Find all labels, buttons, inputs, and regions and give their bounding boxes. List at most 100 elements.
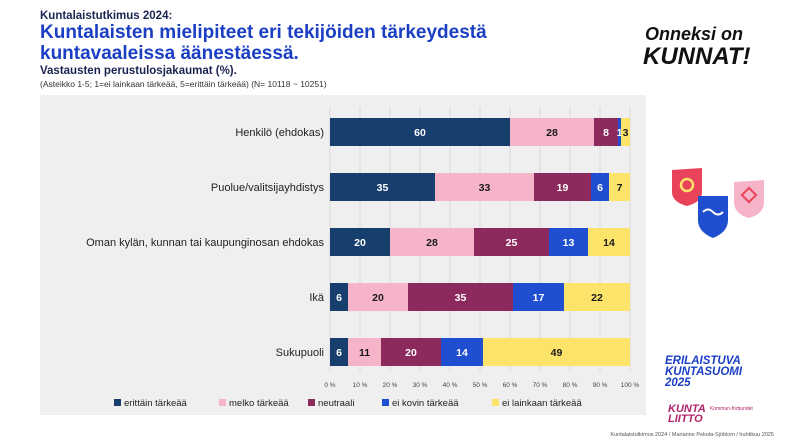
coat-of-arms-icons xyxy=(672,168,764,238)
kuntaliitto-line1: KUNTA xyxy=(668,403,706,415)
erilaistuva-line1: ERILAISTUVA xyxy=(665,355,741,367)
wave-emblem-icon xyxy=(702,208,724,216)
data-label: 35 xyxy=(455,292,467,304)
data-label: 1 xyxy=(617,127,623,139)
bar-segment xyxy=(330,173,435,201)
data-label: 28 xyxy=(546,127,558,139)
erilaistuva-kuntasuomi-logo: ERILAISTUVA KUNTASUOMI 2025 xyxy=(665,355,785,389)
x-tick-label: 40 % xyxy=(443,382,458,389)
diamond-emblem-icon xyxy=(740,186,758,204)
x-tick-label: 30 % xyxy=(413,382,428,389)
x-tick-label: 0 % xyxy=(324,382,335,389)
page-title: Kuntalaisten mielipiteet eri tekijöiden … xyxy=(40,22,487,64)
x-tick-label: 60 % xyxy=(503,382,518,389)
kommunforbundet-text: Kommun-förbundet xyxy=(710,406,753,412)
data-label: 49 xyxy=(551,347,563,359)
category-label: Henkilö (ehdokas) xyxy=(235,127,324,139)
bar-segment xyxy=(549,228,588,256)
legend-swatch xyxy=(308,399,315,406)
data-label: 28 xyxy=(426,237,438,249)
bar-segment xyxy=(474,228,549,256)
bar-segment xyxy=(618,118,621,146)
data-label: 6 xyxy=(336,347,342,359)
x-tick-label: 80 % xyxy=(563,382,578,389)
legend-label: ei lainkaan tärkeää xyxy=(502,398,582,409)
bar-segment xyxy=(330,228,390,256)
data-label: 3 xyxy=(623,127,629,139)
bar-segment xyxy=(594,118,618,146)
bar-segment xyxy=(330,118,510,146)
kuntaliitto-wordmark: KUNTA LIITTO xyxy=(668,403,706,425)
bar-segment xyxy=(408,283,513,311)
x-tick-label: 20 % xyxy=(383,382,398,389)
data-label: 20 xyxy=(372,292,384,304)
data-label: 35 xyxy=(377,182,389,194)
kuntaliitto-line2: LIITTO xyxy=(668,413,703,425)
data-label: 13 xyxy=(563,237,575,249)
bar-segment xyxy=(330,338,348,366)
legend-label: erittäin tärkeää xyxy=(124,398,188,409)
bar-segment xyxy=(348,283,408,311)
data-label: 6 xyxy=(597,182,603,194)
bar-segment xyxy=(330,283,348,311)
chart-panel: 0 % 10 % 20 % 30 % 40 % 50 % 60 % 70 % 80 % 90 % 1… xyxy=(40,95,646,415)
bar-segment xyxy=(513,283,564,311)
data-label: 14 xyxy=(603,237,615,249)
bar-segment xyxy=(441,338,483,366)
data-label: 20 xyxy=(354,237,366,249)
erilaistuva-line3: 2025 xyxy=(665,377,691,389)
data-label: 11 xyxy=(359,347,370,359)
category-label: Sukupuoli xyxy=(276,347,324,359)
x-tick-label: 100 % xyxy=(621,382,640,389)
data-label: 20 xyxy=(405,347,417,359)
red-shield-icon xyxy=(672,168,702,206)
x-tick-label: 70 % xyxy=(533,382,548,389)
x-tick-label: 90 % xyxy=(593,382,608,389)
bar-segment xyxy=(609,173,630,201)
chart-subtitle: Vastausten perustulosjakaumat (%). xyxy=(40,65,237,77)
survey-label: Kuntalaistutkimus 2024: xyxy=(40,10,173,22)
category-label: Ikä xyxy=(309,292,325,304)
bar-segment xyxy=(510,118,594,146)
bar-segment xyxy=(591,173,609,201)
onneksi-on-kunnat-logo: Onneksi on KUNNAT! xyxy=(643,24,751,70)
data-label: 33 xyxy=(479,182,491,194)
x-tick-label: 10 % xyxy=(353,382,368,389)
bar-segment xyxy=(381,338,441,366)
data-label: 8 xyxy=(603,127,609,139)
erilaistuva-line2: KUNTASUOMI xyxy=(665,366,743,378)
data-label: 17 xyxy=(533,292,545,304)
data-label: 19 xyxy=(557,182,569,194)
x-tick-label: 50 % xyxy=(473,382,488,389)
category-label: Puolue/valitsijayhdistys xyxy=(211,182,325,194)
bar-segment xyxy=(390,228,474,256)
legend-label: melko tärkeää xyxy=(229,398,289,409)
legend-swatch xyxy=(492,399,499,406)
category-label: Oman kylän, kunnan tai kaupunginosan ehd… xyxy=(86,237,324,249)
footer-credit: Kuntalaistutkimus 2024 / Marianne Pekola… xyxy=(610,432,774,438)
data-label: 14 xyxy=(456,347,468,359)
onneksi-logo-line2: KUNNAT! xyxy=(643,43,751,70)
ring-emblem-icon xyxy=(679,177,695,193)
bar-segment xyxy=(348,338,381,366)
legend-label: neutraali xyxy=(318,398,354,409)
legend-swatch xyxy=(114,399,121,406)
legend-label: ei kovin tärkeää xyxy=(392,398,459,409)
legend-swatch xyxy=(219,399,226,406)
data-label: 25 xyxy=(506,237,518,249)
data-label: 60 xyxy=(414,127,426,139)
scale-note: (Asteikko 1-5; 1=ei lainkaan tärkeää, 5=… xyxy=(40,79,327,89)
bar-segment xyxy=(621,118,630,146)
bar-segment xyxy=(588,228,630,256)
pink-shield-icon xyxy=(734,180,764,218)
bar-segment xyxy=(435,173,534,201)
stacked-bar-chart: 0 % 10 % 20 % 30 % 40 % 50 % 60 % 70 % 80 % 90 % 1… xyxy=(86,107,640,409)
data-label: 6 xyxy=(336,292,342,304)
data-label: 22 xyxy=(591,292,603,304)
onneksi-logo-line1: Onneksi on xyxy=(645,24,743,44)
bar-segment xyxy=(483,338,630,366)
bar-segment xyxy=(564,283,630,311)
kuntaliitto-logo: KUNTA LIITTO Kommun-förbundet xyxy=(668,404,758,426)
legend-swatch xyxy=(382,399,389,406)
data-label: 7 xyxy=(617,182,623,194)
